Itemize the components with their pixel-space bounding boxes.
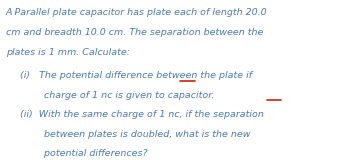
Text: (i)   The potential difference between the plate if: (i) The potential difference between the… xyxy=(20,71,252,80)
Text: A Parallel plate capacitor has plate each of length 20.0: A Parallel plate capacitor has plate eac… xyxy=(6,8,267,17)
Text: plates is 1 mm. Calculate:: plates is 1 mm. Calculate: xyxy=(6,48,130,56)
Text: (ii)  With the same charge of 1 nc, if the separation: (ii) With the same charge of 1 nc, if th… xyxy=(20,110,264,119)
Text: charge of 1 nc is given to capacitor.: charge of 1 nc is given to capacitor. xyxy=(20,91,214,100)
Text: cm and breadth 10.0 cm. The separation between the: cm and breadth 10.0 cm. The separation b… xyxy=(6,28,263,37)
Text: potential differences?: potential differences? xyxy=(20,149,147,158)
Text: between plates is doubled, what is the new: between plates is doubled, what is the n… xyxy=(20,130,250,139)
